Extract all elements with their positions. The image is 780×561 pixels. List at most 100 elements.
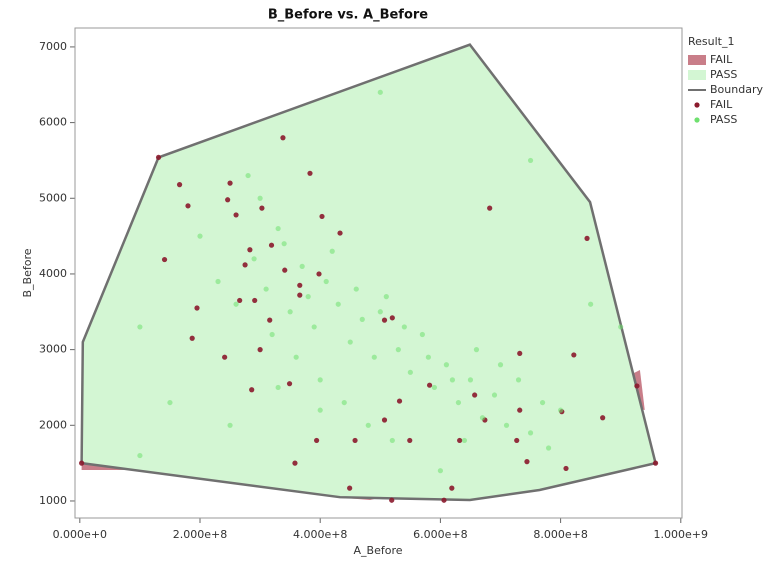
point	[189, 335, 195, 341]
point	[316, 271, 322, 277]
point	[305, 294, 311, 300]
point	[311, 324, 317, 330]
legend-swatch	[694, 117, 700, 123]
point	[652, 460, 659, 466]
legend-label: PASS	[710, 68, 737, 81]
point	[247, 247, 253, 253]
point	[79, 460, 85, 466]
point	[401, 324, 407, 330]
point	[167, 399, 173, 406]
point	[257, 195, 263, 201]
point	[441, 497, 447, 503]
point	[472, 392, 478, 398]
point	[618, 324, 624, 330]
point	[558, 407, 564, 413]
point	[389, 437, 395, 444]
legend-label: Boundary	[710, 83, 763, 96]
point	[563, 465, 569, 472]
point	[317, 407, 323, 413]
point	[359, 316, 365, 322]
point	[449, 377, 456, 383]
point	[341, 399, 347, 406]
point	[267, 317, 273, 323]
point	[407, 437, 413, 444]
point	[297, 282, 303, 288]
point	[449, 485, 455, 491]
point	[185, 203, 191, 209]
point	[491, 392, 498, 398]
point	[319, 213, 325, 220]
y-tick-label: 3000	[39, 343, 67, 356]
y-tick-label: 1000	[39, 494, 67, 507]
point	[227, 422, 233, 428]
point	[307, 170, 313, 176]
point	[443, 362, 450, 368]
point	[155, 154, 162, 161]
point	[299, 263, 305, 269]
point	[517, 407, 523, 413]
point	[527, 157, 534, 164]
y-tick-label: 7000	[39, 40, 67, 53]
point	[293, 354, 299, 360]
point	[365, 422, 371, 428]
point	[467, 377, 474, 383]
point	[426, 382, 433, 388]
point	[252, 297, 258, 304]
x-tick-label: 1.000e+9	[654, 528, 708, 541]
point	[251, 256, 257, 262]
y-axis-label: B_Before	[21, 248, 34, 297]
point	[396, 398, 403, 404]
y-tick-label: 2000	[39, 418, 67, 431]
point	[457, 437, 463, 444]
point	[527, 430, 534, 436]
point	[383, 294, 389, 300]
point	[524, 459, 530, 465]
point	[381, 317, 388, 323]
point	[257, 347, 263, 353]
x-axis-label: A_Before	[354, 544, 403, 557]
point	[545, 445, 552, 451]
point	[395, 347, 401, 353]
point	[377, 89, 383, 95]
point	[222, 354, 228, 360]
point	[275, 225, 281, 232]
point	[588, 301, 594, 307]
point	[600, 415, 606, 421]
point	[280, 135, 286, 141]
point	[353, 286, 359, 292]
x-tick-label: 0.000e+0	[53, 528, 107, 541]
point	[425, 354, 431, 360]
point	[161, 256, 168, 263]
boundary-line	[80, 43, 658, 502]
point	[337, 230, 343, 236]
plot-frame	[74, 27, 683, 519]
point	[461, 437, 468, 444]
point	[176, 182, 183, 188]
point	[515, 377, 522, 383]
legend-swatch	[694, 102, 700, 108]
x-tick-label: 4.000e+8	[293, 528, 347, 541]
point	[245, 172, 251, 179]
y-tick-label: 4000	[39, 267, 67, 280]
point	[389, 315, 395, 321]
x-tick-label: 6.000e+8	[413, 528, 467, 541]
point	[389, 497, 395, 503]
legend-swatch	[688, 55, 706, 65]
point	[225, 197, 231, 203]
point	[233, 212, 239, 218]
point	[292, 460, 298, 466]
point	[249, 387, 255, 393]
point	[242, 262, 248, 268]
point	[539, 399, 546, 406]
point	[263, 286, 269, 292]
point	[503, 422, 510, 428]
point	[473, 347, 480, 353]
point	[287, 309, 293, 315]
point	[297, 292, 303, 298]
point	[275, 384, 281, 391]
y-tick-label: 6000	[39, 116, 67, 129]
point	[497, 362, 504, 368]
legend-swatch	[688, 70, 706, 80]
point	[329, 248, 335, 254]
